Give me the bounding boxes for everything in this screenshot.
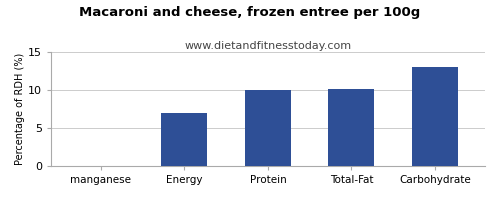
Bar: [328, 89, 374, 166]
Y-axis label: Percentage of RDH (%): Percentage of RDH (%): [15, 53, 25, 165]
Title: www.dietandfitnesstoday.com: www.dietandfitnesstoday.com: [184, 41, 352, 51]
Bar: [162, 113, 208, 166]
Bar: [245, 90, 291, 166]
Bar: [412, 67, 458, 166]
Text: Macaroni and cheese, frozen entree per 100g: Macaroni and cheese, frozen entree per 1…: [80, 6, 420, 19]
